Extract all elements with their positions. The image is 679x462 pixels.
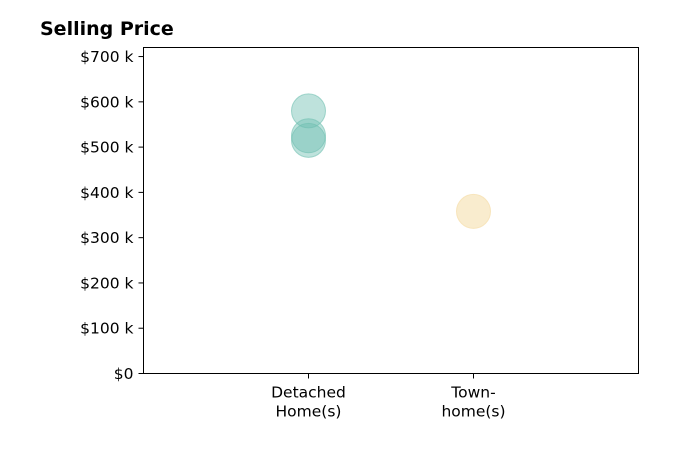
y-tick-label: $100 k [80, 320, 133, 338]
y-tick-label: $300 k [80, 229, 133, 247]
y-tick-label: $0 [114, 365, 134, 383]
x-tick-label-line: home(s) [441, 403, 505, 421]
y-tick-label: $500 k [80, 139, 133, 157]
x-tick-label: Detached Home(s) [271, 384, 346, 421]
x-tick-label-line: Town- [450, 384, 495, 402]
chart-title: Selling Price [40, 18, 174, 40]
y-tick-label: $700 k [80, 48, 133, 66]
data-point [456, 193, 491, 229]
x-tick-label-line: Detached [271, 384, 346, 402]
data-point [291, 93, 326, 129]
plot-area-frame [143, 47, 639, 374]
x-axis: Detached Home(s) Town-home(s) [271, 373, 506, 421]
data-point [291, 122, 326, 158]
x-tick-label-line: Home(s) [276, 403, 342, 421]
data-point [291, 118, 326, 154]
y-tick-label: $400 k [80, 184, 133, 202]
y-axis: $0 $100 k $200 k $300 k $400 k $500 k $600 k $7… [80, 48, 144, 383]
y-tick-label: $600 k [80, 93, 133, 111]
data-points [291, 93, 491, 229]
y-tick-label: $200 k [80, 274, 133, 292]
x-tick-label: Town-home(s) [441, 384, 505, 421]
